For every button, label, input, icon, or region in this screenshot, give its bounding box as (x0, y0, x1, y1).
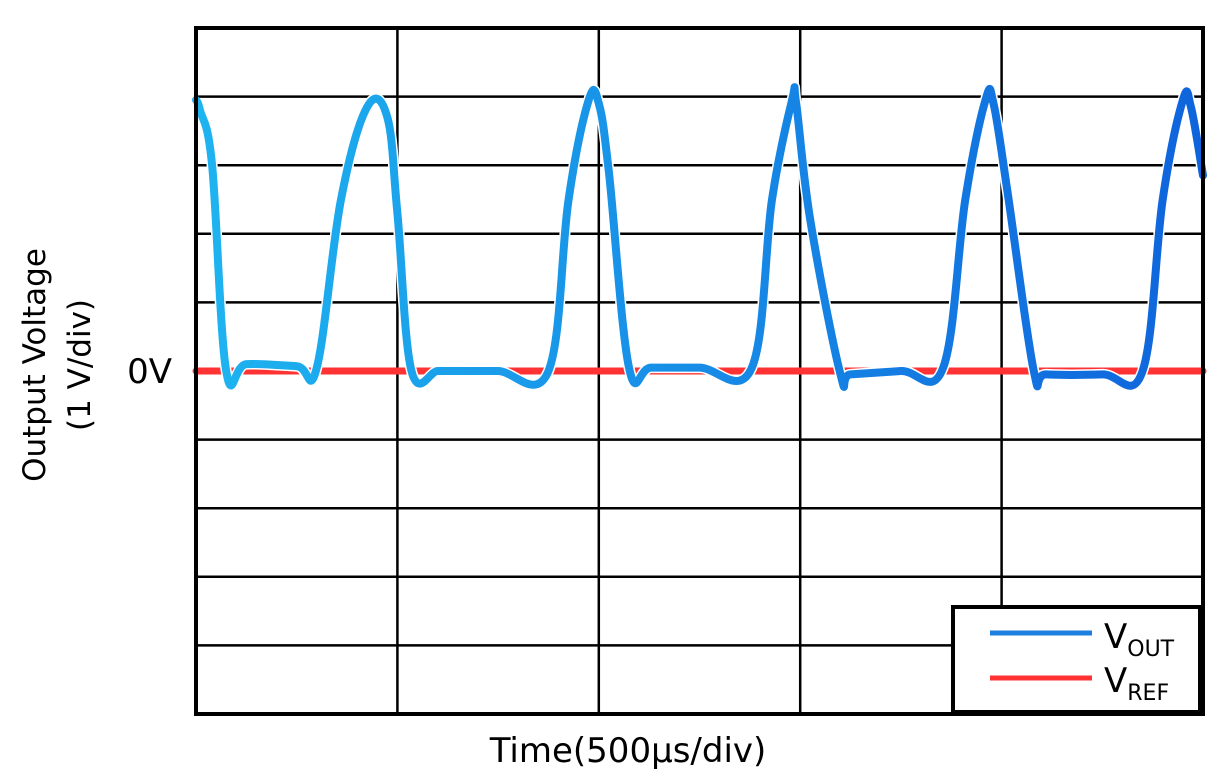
zero-level-label: 0V (127, 352, 172, 392)
legend-box (951, 605, 1202, 714)
y-axis-label: Output Voltage (1 V/div) (17, 248, 98, 482)
legend-label-vref: VREF (1104, 661, 1169, 706)
legend-label-vout-main: V (1104, 617, 1127, 657)
series-line-vout-halo (190, 81, 1209, 393)
y-axis-label-line2: (1 V/div) (62, 299, 98, 431)
plot-frame (194, 26, 1205, 716)
legend-label-vout-sub: OUT (1127, 637, 1174, 662)
legend-label-vref-sub: REF (1127, 681, 1169, 706)
legend: VOUT VREF (951, 605, 1202, 714)
legend-label-vref-main: V (1104, 661, 1127, 701)
series-layer (190, 81, 1209, 393)
series-line-vout (192, 83, 1207, 391)
legend-label-vout: VOUT (1104, 617, 1175, 662)
x-axis-label: Time(500µs/div) (489, 731, 767, 771)
y-axis-label-line1: Output Voltage (17, 248, 53, 482)
